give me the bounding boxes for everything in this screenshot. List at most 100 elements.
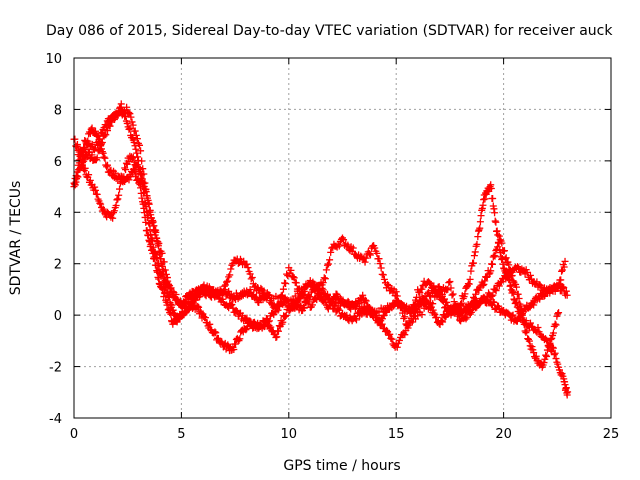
data-point-marker <box>313 282 321 290</box>
data-point-marker <box>554 310 562 318</box>
data-point-marker <box>451 302 459 310</box>
data-point-marker <box>145 200 153 208</box>
data-point-marker <box>165 280 173 288</box>
data-point-marker <box>219 287 227 295</box>
data-point-marker <box>543 336 551 344</box>
data-point-marker <box>125 109 133 117</box>
data-point-marker <box>525 335 533 343</box>
data-point-marker <box>206 320 214 328</box>
data-point-marker <box>98 148 106 156</box>
data-point-marker <box>446 278 454 286</box>
data-point-marker <box>444 285 452 293</box>
data-point-marker <box>466 275 474 283</box>
data-point-marker <box>246 270 254 278</box>
data-point-marker <box>91 186 99 194</box>
data-point-marker <box>430 309 438 317</box>
chart-title: Day 086 of 2015, Sidereal Day-to-day VTE… <box>46 23 613 39</box>
data-point-marker <box>552 321 560 329</box>
data-point-marker <box>110 207 118 215</box>
data-point-marker <box>104 161 112 169</box>
data-point-marker <box>91 127 99 135</box>
data-point-marker <box>492 287 500 295</box>
data-point-marker <box>457 300 465 308</box>
data-point-marker <box>479 281 487 289</box>
data-point-marker <box>287 266 295 274</box>
data-point-marker <box>373 249 381 257</box>
data-point-marker <box>523 327 531 335</box>
data-point-marker <box>172 291 180 299</box>
x-axis-label: GPS time / hours <box>283 458 400 474</box>
data-point-marker <box>115 191 123 199</box>
data-point-marker <box>230 345 238 353</box>
data-point-marker <box>244 264 252 272</box>
data-point-marker <box>545 343 553 351</box>
data-point-marker <box>495 282 503 290</box>
data-point-marker <box>112 202 120 210</box>
data-point-marker <box>536 281 544 289</box>
data-point-marker <box>97 200 105 208</box>
data-point-marker <box>452 306 460 314</box>
data-point-marker <box>147 241 155 249</box>
data-point-marker <box>120 173 128 181</box>
data-point-marker <box>498 239 506 247</box>
data-point-marker <box>413 293 421 301</box>
data-point-marker <box>282 280 290 288</box>
data-point-marker <box>470 259 478 267</box>
data-point-marker <box>388 335 396 343</box>
data-point-marker <box>512 283 520 291</box>
data-point-marker <box>267 323 275 331</box>
data-point-marker <box>136 141 144 149</box>
data-point-marker <box>476 224 484 232</box>
data-point-marker <box>247 275 255 283</box>
data-point-marker <box>274 327 282 335</box>
data-point-marker <box>514 263 522 271</box>
data-point-marker <box>560 263 568 271</box>
data-point-marker <box>471 295 479 303</box>
data-point-marker <box>326 256 334 264</box>
data-point-marker <box>94 141 102 149</box>
data-point-marker <box>422 296 430 304</box>
data-point-marker <box>554 360 562 368</box>
data-point-marker <box>360 303 368 311</box>
data-point-marker <box>401 331 409 339</box>
data-point-marker <box>162 270 170 278</box>
data-point-marker <box>393 343 401 351</box>
data-point-marker <box>133 149 141 157</box>
data-point-marker <box>113 196 121 204</box>
data-point-marker <box>79 147 87 155</box>
data-point-marker <box>224 277 232 285</box>
data-point-marker <box>362 310 370 318</box>
data-point-marker <box>88 124 96 132</box>
data-point-marker <box>142 218 150 226</box>
data-point-marker <box>407 305 415 313</box>
data-point-marker <box>279 285 287 293</box>
data-point-marker <box>279 318 287 326</box>
data-point-marker <box>111 169 119 177</box>
data-point-marker <box>148 219 156 227</box>
data-point-marker <box>366 251 374 259</box>
data-point-marker <box>384 281 392 289</box>
data-point-marker <box>328 298 336 306</box>
data-point-marker <box>453 307 461 315</box>
data-point-marker <box>476 218 484 226</box>
data-point-marker <box>269 309 277 317</box>
data-point-marker <box>336 302 344 310</box>
data-point-marker <box>318 281 326 289</box>
data-point-marker <box>143 192 151 200</box>
y-tick-label: 6 <box>54 155 62 170</box>
data-point-marker <box>394 297 402 305</box>
data-point-marker <box>306 293 314 301</box>
data-point-marker <box>528 343 536 351</box>
x-tick-label: 5 <box>177 427 185 442</box>
data-point-marker <box>299 303 307 311</box>
data-point-marker <box>138 157 146 165</box>
data-point-marker <box>351 314 359 322</box>
data-point-marker <box>549 329 557 337</box>
data-point-marker <box>227 265 235 273</box>
data-point-marker <box>401 313 409 321</box>
data-point-marker <box>404 324 412 332</box>
data-point-marker <box>362 254 370 262</box>
data-point-marker <box>448 291 456 299</box>
data-point-marker <box>232 306 240 314</box>
